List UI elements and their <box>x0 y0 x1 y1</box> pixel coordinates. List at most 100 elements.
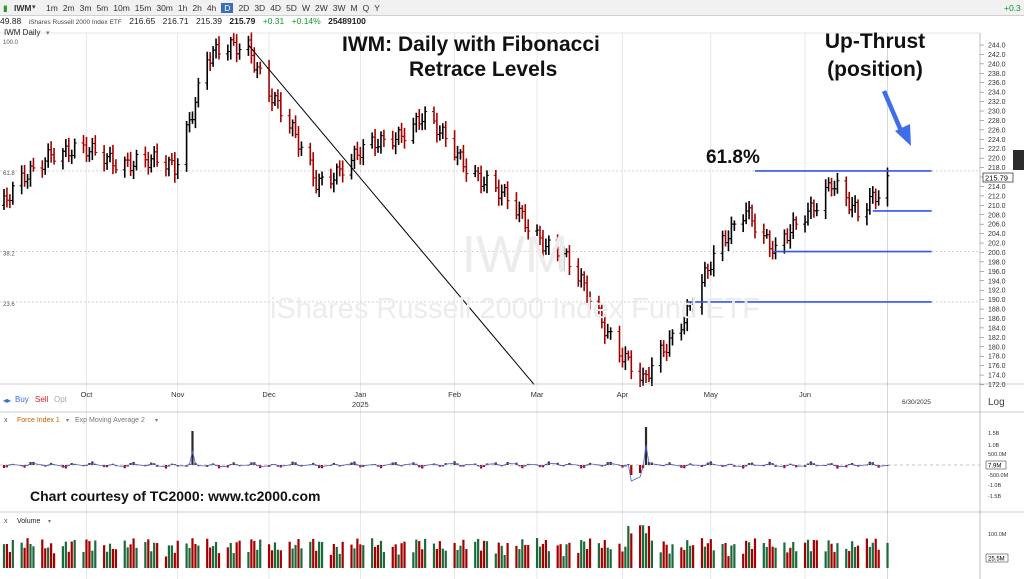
timeframe-2h[interactable]: 2h <box>192 3 202 13</box>
volume-bar <box>415 539 418 568</box>
ohlc-bar <box>617 325 622 363</box>
volume-bar <box>600 547 603 568</box>
indicator1-label2[interactable]: Exp Moving Average 2 <box>75 417 145 424</box>
timeframe-M[interactable]: M <box>350 3 358 13</box>
timeframe-D[interactable]: D <box>221 3 234 13</box>
volume-bar <box>515 545 518 568</box>
price-scroll-handle[interactable] <box>1013 150 1024 170</box>
order-icon[interactable]: ◂▸ <box>3 396 11 405</box>
ohlc-bar <box>434 112 439 143</box>
ohlc-bar <box>499 184 504 206</box>
timeframe-30m[interactable]: 30m <box>156 3 173 13</box>
volume-bar <box>809 551 813 568</box>
indicator1-dropdown-icon[interactable]: ▾ <box>66 418 69 424</box>
ohlc-bar <box>458 149 463 160</box>
indicator1-close-icon[interactable]: x <box>4 417 8 424</box>
force-index-tick: -500.0M <box>988 473 1009 479</box>
panel-label[interactable]: IWM Daily <box>4 28 40 37</box>
volume-bar <box>538 546 542 568</box>
ohlc-bar <box>361 139 366 166</box>
timeframe-1m[interactable]: 1m <box>46 3 58 13</box>
upthrust-arrow <box>881 90 911 146</box>
date-tick-label: May <box>704 390 718 399</box>
timeframe-2m[interactable]: 2m <box>62 3 75 13</box>
timeframe-5m[interactable]: 5m <box>96 3 109 13</box>
volume-bar <box>815 540 818 568</box>
timeframe-2W[interactable]: 2W <box>314 3 328 13</box>
timeframe-1h[interactable]: 1h <box>177 3 188 13</box>
volume-bar <box>350 544 353 568</box>
volume-bar <box>270 550 274 568</box>
volume-bar <box>747 542 751 568</box>
left-top-value: 100.0 <box>3 40 19 46</box>
ohlc-bar <box>211 46 216 67</box>
ohlc-bar <box>149 154 154 173</box>
indicator2-close-icon[interactable]: x <box>4 518 8 525</box>
panel-label-dropdown-icon[interactable]: ▾ <box>46 30 50 37</box>
volume-bar <box>294 544 297 568</box>
ohlc-bar <box>502 183 507 197</box>
volume-bar <box>70 541 73 568</box>
timeframe-Q[interactable]: Q <box>362 3 370 13</box>
ohlc-bar <box>464 158 469 182</box>
timeframe-10m[interactable]: 10m <box>113 3 130 13</box>
sell-button[interactable]: Sell <box>35 395 49 404</box>
timeframe-2D[interactable]: 2D <box>238 3 250 13</box>
ohlc-bar <box>275 89 280 109</box>
ohlc-bar <box>328 168 333 189</box>
timeframe-row: 1m 2m 3m 5m 10m 15m 30m 1h 2h 4h D 2D 3D 4D 5D W 2W 3W M Q Y <box>46 3 385 13</box>
trend-line[interactable] <box>248 44 535 385</box>
price-tick-label: 208.0 <box>988 212 1006 219</box>
volume-bar <box>403 541 406 568</box>
volume-bar <box>188 547 191 568</box>
timeframe-5D[interactable]: 5D <box>286 3 297 13</box>
left-fib-level: 38.2 <box>3 252 15 258</box>
timeframe-W[interactable]: W <box>301 3 310 13</box>
price-tick-label: 238.0 <box>988 71 1006 78</box>
volume-bar <box>503 554 506 568</box>
volume-bar <box>541 543 545 568</box>
price-tick-label: 196.0 <box>988 269 1006 276</box>
ohlc-bar <box>582 271 587 292</box>
force-index-last: 7.9M <box>988 464 1001 470</box>
price-tick-label: 244.0 <box>988 43 1006 50</box>
price-tick-label: 210.0 <box>988 203 1006 210</box>
date-tick-label: Feb <box>448 390 461 399</box>
volume-bar <box>147 539 150 568</box>
log-toggle[interactable]: Log <box>988 397 1005 408</box>
indicator1-label2-dropdown-icon[interactable]: ▾ <box>155 418 158 424</box>
symbol-dropdown-icon[interactable]: ▾ <box>32 4 36 11</box>
ohlc-bar <box>317 173 322 198</box>
timeframe-3W[interactable]: 3W <box>332 3 346 13</box>
ohlc-bar <box>172 152 177 183</box>
indicator1-label[interactable]: Force Index 1 <box>17 417 60 424</box>
timeframe-3m[interactable]: 3m <box>79 3 92 13</box>
ohlc-bar <box>867 188 872 215</box>
timeframe-4h[interactable]: 4h <box>206 3 217 13</box>
ohlc-bar <box>46 143 51 168</box>
volume-bar <box>276 549 279 568</box>
volume-bar <box>712 550 715 568</box>
volume-bar <box>50 543 53 568</box>
chart-icon[interactable]: ▮ <box>3 3 8 13</box>
ohlc-bar <box>417 108 422 130</box>
volume-bar <box>709 539 712 568</box>
volume-bar <box>438 541 441 568</box>
volume-bar <box>556 545 559 568</box>
buy-button[interactable]: Buy <box>15 395 29 404</box>
volume-bar <box>191 538 194 568</box>
timeframe-4D[interactable]: 4D <box>270 3 282 13</box>
opt-button[interactable]: Opt <box>54 395 68 404</box>
symbol-field[interactable]: IWM <box>14 3 32 13</box>
timeframe-3D[interactable]: 3D <box>254 3 266 13</box>
ohlc-bar <box>110 144 115 175</box>
indicator2-label[interactable]: Volume <box>17 518 40 525</box>
volume-bar <box>300 548 303 568</box>
timeframe-Y[interactable]: Y <box>374 3 380 13</box>
volume-bar <box>786 552 789 568</box>
timeframe-15m[interactable]: 15m <box>134 3 152 13</box>
ohlc-bar <box>764 229 769 239</box>
indicator2-dropdown-icon[interactable]: ▾ <box>48 519 51 525</box>
volume-axis: 100.0M <box>988 532 1007 538</box>
